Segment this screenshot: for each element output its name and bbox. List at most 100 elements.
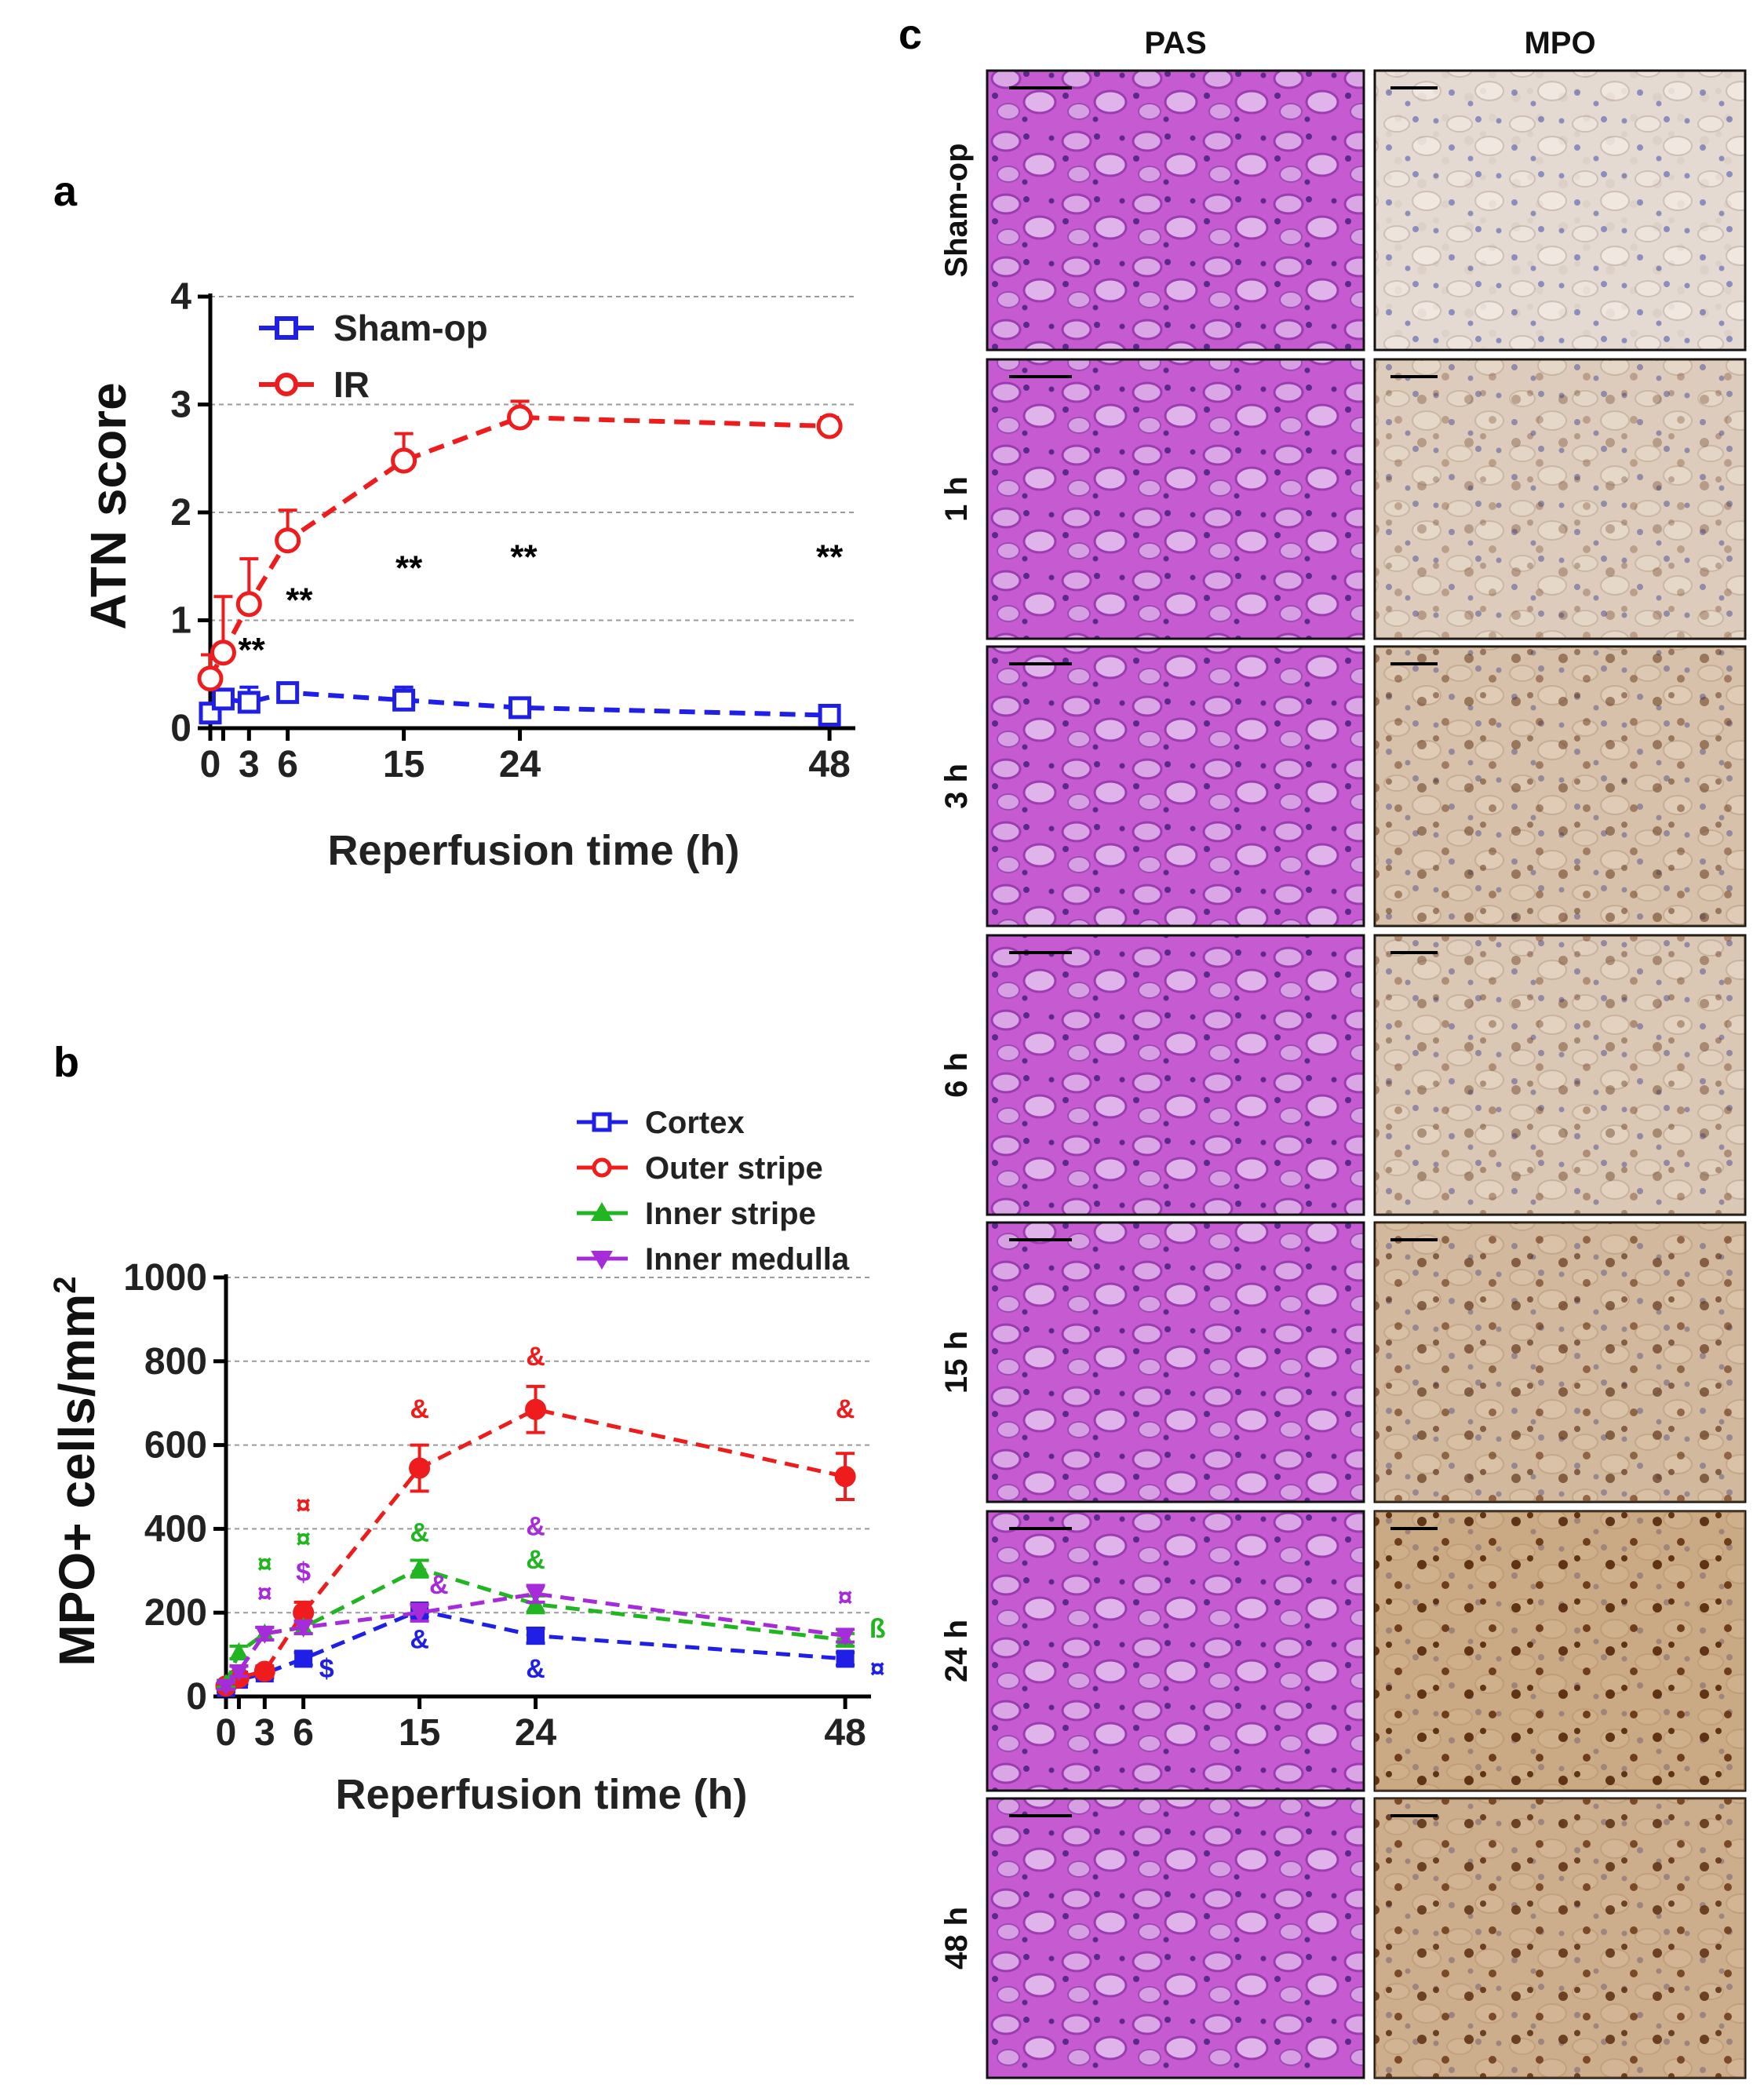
data-point xyxy=(293,1620,313,1638)
mpo-positive-cells xyxy=(1375,1223,1745,1502)
legend-outer-marker xyxy=(592,1157,612,1178)
column-header-pas: PAS xyxy=(1144,26,1206,60)
pas-micrograph xyxy=(986,1797,1365,2079)
x-tick-label: 6 xyxy=(293,1712,314,1754)
chart-b-y-title-sup: 2 xyxy=(48,1276,82,1293)
data-point xyxy=(211,687,235,711)
data-point xyxy=(409,1457,431,1479)
significance-mark: ¤ xyxy=(838,1583,853,1613)
significance-mark: ¤ xyxy=(257,1579,272,1609)
significance-mark: $ xyxy=(296,1558,311,1587)
data-point xyxy=(237,691,261,714)
legend-ir-marker xyxy=(275,373,298,396)
pas-micrograph xyxy=(986,934,1365,1216)
legend-outer-label: Outer stripe xyxy=(645,1151,823,1186)
significance-mark: & xyxy=(410,1394,429,1424)
data-point xyxy=(276,681,300,705)
data-point xyxy=(255,1626,275,1644)
x-tick-label: 3 xyxy=(254,1712,275,1754)
data-point xyxy=(816,413,843,439)
significance-mark: & xyxy=(526,1545,545,1575)
x-tick-label: 24 xyxy=(515,1712,557,1754)
legend-ir-label: IR xyxy=(333,364,370,405)
significance-mark: ** xyxy=(816,538,844,577)
legend-medulla-label: Inner medulla xyxy=(645,1242,850,1277)
significance-mark: ¤ xyxy=(296,1524,311,1554)
pas-micrograph xyxy=(986,1221,1365,1503)
pas-micrograph xyxy=(986,358,1365,640)
mpo-positive-cells xyxy=(1375,71,1745,350)
x-tick-label: 6 xyxy=(277,744,298,785)
y-tick-label: 0 xyxy=(186,1676,207,1718)
data-point xyxy=(410,1605,429,1623)
chart-a-x-title: Reperfusion time (h) xyxy=(327,827,739,874)
legend-a: Sham-op IR xyxy=(259,308,488,405)
panel-letter-b: b xyxy=(53,1039,79,1086)
significance-mark: ¤ xyxy=(870,1654,885,1684)
mpo-positive-cells xyxy=(1375,647,1745,926)
row-label: 1 h xyxy=(939,476,974,522)
x-tick-label: 15 xyxy=(399,1712,440,1754)
significance-mark: ** xyxy=(238,631,265,669)
legend-sham-label: Sham-op xyxy=(333,308,488,348)
row-label: 6 h xyxy=(939,1052,974,1098)
significance-mark: $ xyxy=(319,1654,334,1684)
legend-sham-marker xyxy=(275,316,298,340)
x-tick-label: 3 xyxy=(239,744,260,785)
y-tick-label: 400 xyxy=(144,1508,207,1550)
significance-mark: ¤ xyxy=(296,1491,311,1521)
significance-mark: & xyxy=(526,1654,545,1684)
row-label: 48 h xyxy=(939,1907,974,1970)
data-point xyxy=(527,1627,545,1645)
x-tick-label: 24 xyxy=(499,744,541,785)
panel-letter-a: a xyxy=(53,168,78,215)
mpo-positive-cells xyxy=(1375,935,1745,1215)
chart-a-y-title: ATN score xyxy=(80,382,137,629)
data-point xyxy=(836,1628,855,1646)
significance-mark: & xyxy=(410,1518,429,1547)
y-tick-label: 800 xyxy=(144,1341,207,1383)
mpo-positive-cells xyxy=(1375,1511,1745,1791)
data-point xyxy=(217,1678,235,1696)
data-point xyxy=(197,665,224,692)
x-tick-label: 48 xyxy=(808,744,850,785)
data-point xyxy=(834,1466,856,1488)
row-label: Sham-op xyxy=(939,143,974,277)
data-point xyxy=(294,1649,313,1668)
data-point xyxy=(410,1558,429,1576)
chart-b-y-title-main: MPO+ cells/mm xyxy=(49,1294,105,1667)
chart-b-y-title: MPO+ cells/mm2 xyxy=(48,1276,105,1666)
significance-mark: ¤ xyxy=(257,1549,272,1579)
legend-medulla-marker xyxy=(591,1251,613,1270)
data-point xyxy=(391,447,417,474)
data-point xyxy=(818,704,841,727)
pas-micrograph xyxy=(986,645,1365,927)
y-tick-label: 1000 xyxy=(123,1257,207,1299)
column-header-mpo: MPO xyxy=(1524,26,1595,60)
chart-b-x-title: Reperfusion time (h) xyxy=(335,1771,747,1818)
significance-mark: & xyxy=(526,1342,545,1372)
legend-b: Cortex Outer stripe Inner stripe Inner m… xyxy=(577,1106,850,1277)
micrograph-grid: PAS MPO Sham-op 1 h 3 h 6 h 15 h 24 h 48 h xyxy=(939,26,1747,2079)
y-tick-label: 3 xyxy=(170,384,191,426)
significance-mark: ß xyxy=(869,1614,886,1644)
y-tick-label: 200 xyxy=(144,1592,207,1634)
data-point xyxy=(229,1664,249,1682)
significance-mark: & xyxy=(429,1570,449,1600)
data-point xyxy=(199,701,222,725)
y-tick-label: 4 xyxy=(170,276,191,318)
legend-cortex-marker xyxy=(592,1112,612,1132)
x-tick-label: 15 xyxy=(383,744,425,785)
legend-inner-marker xyxy=(591,1202,613,1221)
significance-mark: ** xyxy=(395,548,423,587)
data-point xyxy=(253,1660,275,1682)
data-point xyxy=(836,1649,855,1668)
legend-inner-label: Inner stripe xyxy=(645,1197,816,1231)
data-point xyxy=(526,1587,545,1605)
y-tick-label: 0 xyxy=(170,708,191,749)
x-tick-label: 0 xyxy=(200,744,221,785)
y-tick-label: 1 xyxy=(170,600,191,642)
data-point xyxy=(235,591,262,618)
